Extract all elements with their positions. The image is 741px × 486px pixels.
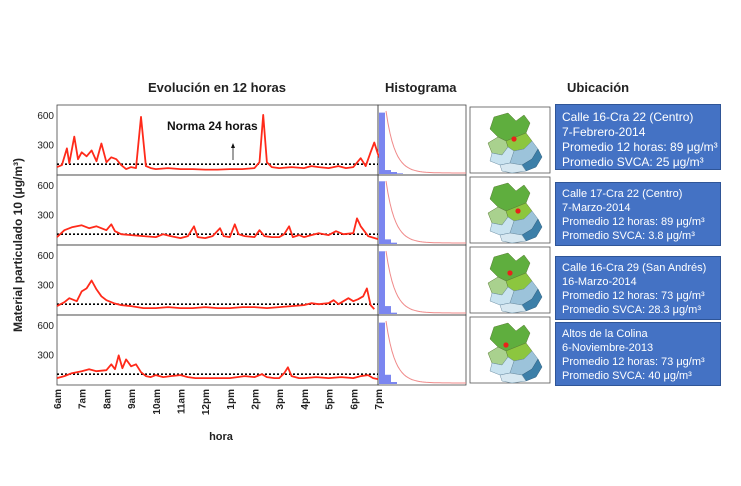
info-date: 16-Marzo-2014	[562, 276, 637, 288]
x-tick-label: 7am	[78, 389, 89, 409]
y-tick-label: 300	[37, 140, 54, 151]
histogram-frame	[377, 314, 467, 386]
info-date: 7-Marzo-2014	[562, 202, 631, 214]
info-location: Calle 16-Cra 22 (Centro)	[562, 110, 694, 124]
location-marker	[515, 208, 521, 214]
info-avg-svca: Promedio SVCA: 40 μg/m³	[562, 370, 692, 382]
city-map-icon	[487, 182, 543, 244]
y-tick-label: 600	[37, 181, 54, 192]
norm-label: Norma 24 horas	[167, 119, 258, 133]
evolution-header: Evolución en 12 horas	[148, 80, 286, 95]
city-map-icon	[487, 252, 543, 314]
y-tick-label: 600	[37, 251, 54, 262]
y-tick-label: 600	[37, 111, 54, 122]
map-district	[499, 372, 527, 384]
info-box-3: Calle 16-Cra 29 (San Andrés) 16-Marzo-20…	[555, 256, 721, 320]
info-location: Altos de la Colina	[562, 328, 648, 340]
x-tick-label: 12pm	[201, 389, 212, 415]
histogram-bar	[385, 170, 391, 174]
histogram-header: Histograma	[385, 80, 457, 95]
info-box-1: Calle 16-Cra 22 (Centro) 7-Febrero-2014 …	[555, 104, 721, 170]
histogram-bar	[391, 172, 397, 174]
info-avg-svca: Promedio SVCA: 3.8 μg/m³	[562, 230, 695, 242]
info-avg-12h: Promedio 12 horas: 89 μg/m³	[562, 216, 705, 228]
histogram-bar	[397, 173, 403, 174]
location-marker	[507, 270, 513, 276]
info-location: Calle 16-Cra 29 (San Andrés)	[562, 262, 707, 274]
x-tick-label: 5pm	[325, 389, 336, 410]
x-tick-label: 9am	[127, 389, 138, 409]
histogram-fit-curve	[385, 250, 466, 314]
x-axis-label: hora	[209, 431, 234, 443]
info-location: Calle 17-Cra 22 (Centro)	[562, 188, 683, 200]
pm10-series-line	[56, 354, 379, 380]
x-tick-label: 3pm	[275, 389, 286, 410]
histogram-bar	[379, 112, 385, 174]
x-tick-label: 11am	[176, 389, 187, 414]
histogram-bar	[385, 374, 391, 384]
histogram-bar	[379, 181, 385, 244]
histogram-bar	[385, 306, 391, 314]
histogram-fit-curve	[385, 320, 466, 384]
location-header: Ubicación	[567, 80, 630, 95]
y-tick-label: 300	[37, 350, 54, 361]
y-tick-label: 300	[37, 280, 54, 291]
info-avg-svca: Promedio SVCA: 25 μg/m³	[562, 155, 704, 169]
x-tick-label: 4pm	[300, 389, 311, 410]
info-box-2: Calle 17-Cra 22 (Centro) 7-Marzo-2014 Pr…	[555, 182, 721, 246]
x-tick-label: 6pm	[349, 389, 360, 410]
map-district	[499, 232, 527, 244]
x-tick-label: 7pm	[374, 389, 385, 410]
x-tick-label: 2pm	[251, 389, 262, 410]
map-district	[499, 302, 527, 314]
y-axis-label: Material particulado 10 (μg/m³)	[11, 158, 25, 332]
info-avg-12h: Promedio 12 horas: 73 μg/m³	[562, 356, 705, 368]
histogram-bar	[391, 382, 397, 384]
location-marker	[511, 136, 517, 142]
info-date: 6-Noviembre-2013	[562, 342, 654, 354]
norm-arrow-head	[231, 143, 235, 148]
city-map-icon	[487, 112, 543, 174]
x-tick-label: 10am	[152, 389, 163, 415]
info-box-4: Altos de la Colina 6-Noviembre-2013 Prom…	[555, 322, 721, 386]
histogram-bar	[391, 312, 397, 314]
pm10-series-line	[56, 114, 382, 171]
x-tick-label: 1pm	[226, 389, 237, 410]
map-district	[499, 162, 527, 174]
x-tick-label: 8am	[102, 389, 113, 409]
histogram-fit-curve	[385, 180, 466, 244]
info-avg-12h: Promedio 12 horas: 73 μg/m³	[562, 290, 705, 302]
y-tick-label: 300	[37, 210, 54, 221]
info-date: 7-Febrero-2014	[562, 125, 646, 139]
pm10-series-line	[56, 217, 379, 240]
y-tick-label: 600	[37, 321, 54, 332]
histogram-bar	[379, 251, 385, 314]
info-avg-svca: Promedio SVCA: 28.3 μg/m³	[562, 304, 702, 316]
location-marker	[503, 342, 509, 348]
histogram-bar	[379, 322, 385, 384]
histogram-bar	[385, 239, 391, 244]
histogram-fit-curve	[385, 110, 466, 174]
pm10-series-line	[56, 279, 375, 310]
histogram-bar	[391, 242, 397, 244]
city-map-icon	[487, 322, 543, 384]
x-tick-label: 6am	[53, 389, 64, 409]
info-avg-12h: Promedio 12 horas: 89 μg/m³	[562, 140, 718, 154]
